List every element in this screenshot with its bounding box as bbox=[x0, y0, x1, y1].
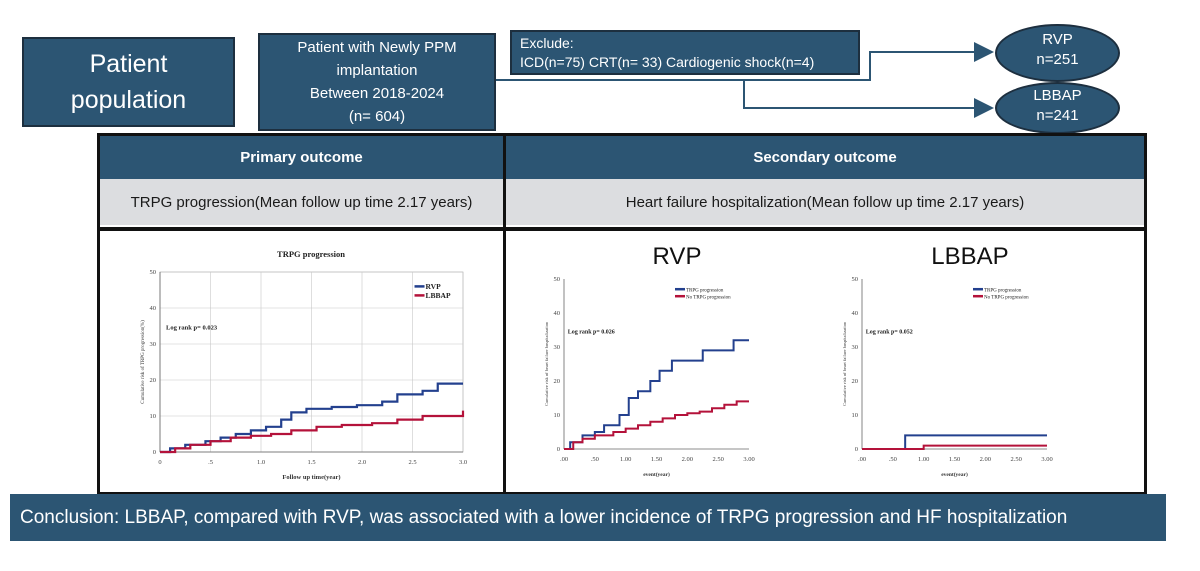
trpg-xtick-label-5: 2.5 bbox=[408, 459, 416, 466]
hf-lbbap-ytick-label-2: 20 bbox=[852, 378, 859, 385]
secondary-outcome-header: Secondary outcome bbox=[506, 136, 1144, 179]
secondary-outcome-description: Heart failure hospitalization(Mean follo… bbox=[506, 179, 1144, 225]
hf-lbbap-ytick-label-3: 30 bbox=[852, 344, 859, 351]
lbbap-group-ellipse: LBBAP n=241 bbox=[995, 82, 1120, 134]
hf-rvp-legend-label-1: No TRPG progression bbox=[686, 296, 731, 301]
primary-outcome-header: Primary outcome bbox=[100, 136, 503, 179]
hf-lbbap-legend-label-1: No TRPG progression bbox=[984, 296, 1029, 301]
hf-rvp-title: RVP bbox=[653, 243, 702, 270]
outcomes-frame bbox=[97, 133, 1147, 495]
trpg-xtick-label-6: 3.0 bbox=[459, 459, 467, 466]
arrow-to-lbbap bbox=[743, 80, 994, 118]
hf-lbbap-xtick-label-0: .00 bbox=[858, 456, 866, 463]
hf-lbbap-xtick-label-2: 1.00 bbox=[918, 456, 929, 463]
patients-line2: implantation bbox=[336, 62, 418, 79]
hf-lbbap-annotation: Log rank p= 0.052 bbox=[866, 329, 913, 335]
trpg-title: TRPG progression bbox=[277, 249, 345, 259]
hf-rvp-series-1-line bbox=[564, 400, 749, 450]
primary-chart-panel: 0 .5 1.0 1.5 2.0 2.5 3.0 0 10 20 30 40 50 TRPG progre… bbox=[105, 234, 498, 490]
hf-lbbap-x-axis-label: event(year) bbox=[941, 471, 968, 478]
hf-lbbap-legend-label-0: TRPG progression bbox=[984, 289, 1022, 294]
rvp-group-n: n=251 bbox=[1036, 51, 1079, 68]
hf-lbbap-xtick-label-5: 2.50 bbox=[1010, 456, 1021, 463]
trpg-ytick-label-4: 40 bbox=[150, 305, 157, 312]
lbbap-group-n: n=241 bbox=[1036, 107, 1079, 124]
hf-rvp-xtick-label-5: 2.50 bbox=[712, 456, 723, 463]
hf-rvp-xtick-label-2: 1.00 bbox=[620, 456, 631, 463]
trpg-x-axis-label: Follow up time(year) bbox=[282, 474, 340, 481]
trpg-ytick-label-1: 10 bbox=[150, 413, 157, 420]
hf-lbbap-xtick-label-6: 3.00 bbox=[1041, 456, 1052, 463]
trpg-progression-chart: 0 .5 1.0 1.5 2.0 2.5 3.0 0 10 20 30 40 50 TRPG progre… bbox=[141, 249, 467, 481]
hf-lbbap-ytick-label-4: 40 bbox=[852, 310, 859, 317]
hf-lbbap-y-axis-label: Cumulative risk of heart failure hospita… bbox=[842, 321, 847, 406]
exclude-box: Exclude: ICD(n=75) CRT(n= 33) Cardiogeni… bbox=[510, 30, 860, 75]
lbbap-group-name: LBBAP bbox=[1033, 87, 1082, 104]
hf-lbbap-series-0-line bbox=[862, 434, 1047, 450]
trpg-xtick-label-2: 1.0 bbox=[257, 459, 265, 466]
trpg-xtick-label-3: 1.5 bbox=[307, 459, 315, 466]
rvp-group-name: RVP bbox=[1042, 31, 1073, 48]
hf-rvp-series-0-line bbox=[564, 339, 749, 450]
flow-arrows bbox=[496, 42, 994, 118]
secondary-chart-panel: .00 .50 1.00 1.50 2.00 2.50 3.00 0 10 20 30 40 50 RVP… bbox=[512, 234, 1142, 490]
hf-rvp-x-axis-label: event(year) bbox=[643, 471, 670, 478]
patients-line3: Between 2018-2024 bbox=[309, 85, 445, 102]
trpg-xtick-label-4: 2.0 bbox=[358, 459, 366, 466]
hf-lbbap-xtick-label-3: 1.50 bbox=[949, 456, 960, 463]
hf-rvp-ytick-label-1: 10 bbox=[554, 412, 561, 419]
trpg-xtick-label-0: 0 bbox=[158, 459, 161, 466]
hf-lbbap-ytick-label-5: 50 bbox=[852, 276, 859, 283]
row-divider bbox=[97, 227, 1147, 231]
trpg-annotation: Log rank p= 0.023 bbox=[166, 325, 218, 332]
hf-rvp-y-axis-label: Cumulative risk of heart failure hospita… bbox=[544, 321, 549, 406]
hf-rvp-xtick-label-3: 1.50 bbox=[651, 456, 662, 463]
hf-rvp-ytick-label-5: 50 bbox=[554, 276, 561, 283]
patients-line1: Patient with Newly PPM bbox=[297, 39, 457, 56]
hf-rvp-xtick-label-4: 2.00 bbox=[682, 456, 693, 463]
patient-population-line2: population bbox=[70, 86, 187, 114]
trpg-ytick-label-2: 20 bbox=[150, 377, 157, 384]
conclusion-banner: Conclusion: LBBAP, compared with RVP, wa… bbox=[10, 494, 1166, 541]
hf-rvp-annotation: Log rank p= 0.026 bbox=[568, 329, 615, 335]
hf-lbbap-title: LBBAP bbox=[931, 243, 1008, 270]
trpg-legend-label-0: RVP bbox=[426, 282, 442, 291]
trpg-ytick-label-3: 30 bbox=[150, 341, 157, 348]
hf-rvp-ytick-label-2: 20 bbox=[554, 378, 561, 385]
hf-rvp-legend-label-0: TRPG progression bbox=[686, 289, 724, 294]
patient-population-box: Patient population bbox=[22, 37, 235, 127]
trpg-series-0-line bbox=[160, 382, 463, 454]
trpg-series-1-line bbox=[160, 410, 465, 454]
trpg-ytick-label-0: 0 bbox=[153, 449, 156, 456]
hf-rvp-ytick-label-3: 30 bbox=[554, 344, 561, 351]
hf-lbbap-series-1-line bbox=[862, 444, 1047, 450]
hf-rvp-xtick-label-6: 3.00 bbox=[743, 456, 754, 463]
trpg-legend-label-1: LBBAP bbox=[426, 291, 451, 300]
hf-rvp-ytick-label-0: 0 bbox=[557, 446, 560, 453]
trpg-xtick-label-1: .5 bbox=[208, 459, 213, 466]
exclude-detail: ICD(n=75) CRT(n= 33) Cardiogenic shock(n… bbox=[520, 53, 815, 70]
hf-lbbap-xtick-label-1: .50 bbox=[889, 456, 897, 463]
hf-rvp-xtick-label-1: .50 bbox=[591, 456, 599, 463]
hf-rvp-ytick-label-4: 40 bbox=[554, 310, 561, 317]
patients-enrolled-box: Patient with Newly PPM implantation Betw… bbox=[258, 33, 496, 131]
hf-hospitalization-charts: .00 .50 1.00 1.50 2.00 2.50 3.00 0 10 20 30 40 50 RVP… bbox=[544, 243, 1053, 478]
column-divider bbox=[503, 133, 506, 495]
arrow-to-rvp bbox=[496, 42, 994, 81]
patients-line4: (n= 604) bbox=[348, 108, 406, 125]
hf-rvp-xtick-label-0: .00 bbox=[560, 456, 568, 463]
rvp-group-ellipse: RVP n=251 bbox=[995, 24, 1120, 82]
exclude-title: Exclude: bbox=[520, 34, 574, 51]
primary-outcome-description: TRPG progression(Mean follow up time 2.1… bbox=[100, 179, 503, 225]
patient-population-line1: Patient bbox=[89, 50, 168, 78]
trpg-y-axis-label: Cumulative risk of TRPG progression(%) bbox=[141, 320, 146, 404]
trpg-ytick-label-5: 50 bbox=[150, 269, 157, 276]
hf-lbbap-ytick-label-0: 0 bbox=[855, 446, 858, 453]
hf-lbbap-ytick-label-1: 10 bbox=[852, 412, 859, 419]
hf-lbbap-xtick-label-4: 2.00 bbox=[980, 456, 991, 463]
